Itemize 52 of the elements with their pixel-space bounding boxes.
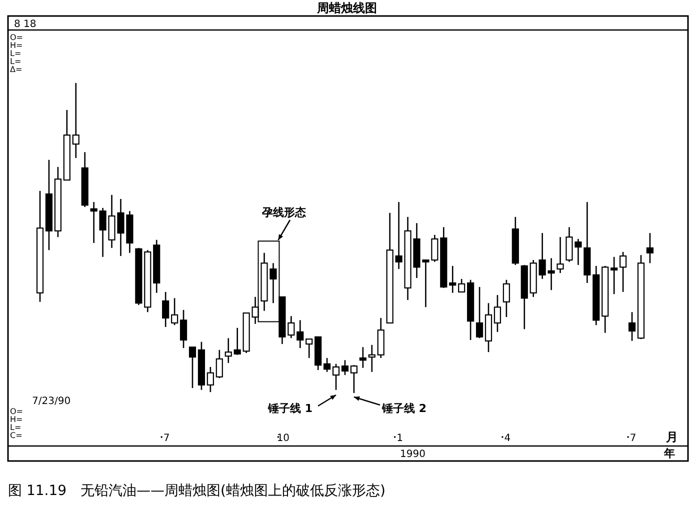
candlestick (224, 337, 232, 364)
candlestick (234, 327, 241, 356)
text: 8 18 (14, 19, 36, 30)
candlestick (341, 359, 349, 376)
candlestick (332, 363, 340, 391)
candlestick (494, 294, 502, 333)
candlestick (188, 346, 196, 389)
candlestick (216, 349, 223, 379)
candlestick (646, 232, 654, 264)
text: 锤子线 2 (381, 402, 426, 415)
candlestick (72, 82, 80, 159)
x-tick-label: 4 (504, 433, 511, 444)
text: Δ= (10, 65, 22, 74)
candlestick (610, 256, 618, 295)
x-axis-title: 月 (665, 430, 678, 444)
annotation: 孕线形态 (261, 206, 307, 219)
candlestick (162, 291, 170, 328)
x-tick-label: 10 (276, 433, 290, 444)
candlestick (620, 251, 627, 293)
x-tick-label: 7 (163, 433, 170, 444)
text: 7/23/90 (32, 396, 71, 407)
candlestick (502, 279, 510, 318)
text: L= (10, 49, 22, 58)
text: 年 (663, 447, 675, 460)
candlestick (180, 309, 188, 349)
caption: 图 11.19 无铅汽油——周蜡烛图(蜡烛图上的破低反涨形态) (8, 483, 386, 499)
candlestick (556, 236, 564, 274)
chart-title: 周蜡烛线图 (316, 1, 377, 15)
candlestick (350, 364, 358, 394)
text: L= (10, 423, 22, 432)
text: O= (10, 33, 23, 42)
text: 锤子线 1 (267, 402, 312, 415)
candlestick (476, 286, 484, 339)
text: H= (10, 41, 23, 50)
text: L= (10, 57, 22, 66)
candlestick (458, 278, 466, 293)
text: O= (10, 407, 23, 416)
candlestick (296, 320, 304, 349)
candlestick (359, 346, 366, 369)
text: 1990 (400, 449, 426, 460)
candlestick (288, 315, 295, 339)
text: H= (10, 415, 23, 424)
text: C= (10, 431, 22, 440)
candlestick (171, 297, 178, 326)
candlestick (628, 311, 636, 342)
candlestick (206, 366, 214, 393)
x-tick-label: 7 (630, 433, 636, 444)
candlestick (306, 338, 313, 359)
candlestick (368, 344, 376, 373)
x-tick-label: 1 (396, 433, 403, 444)
candlestick (323, 357, 331, 373)
candlestick (449, 265, 456, 294)
